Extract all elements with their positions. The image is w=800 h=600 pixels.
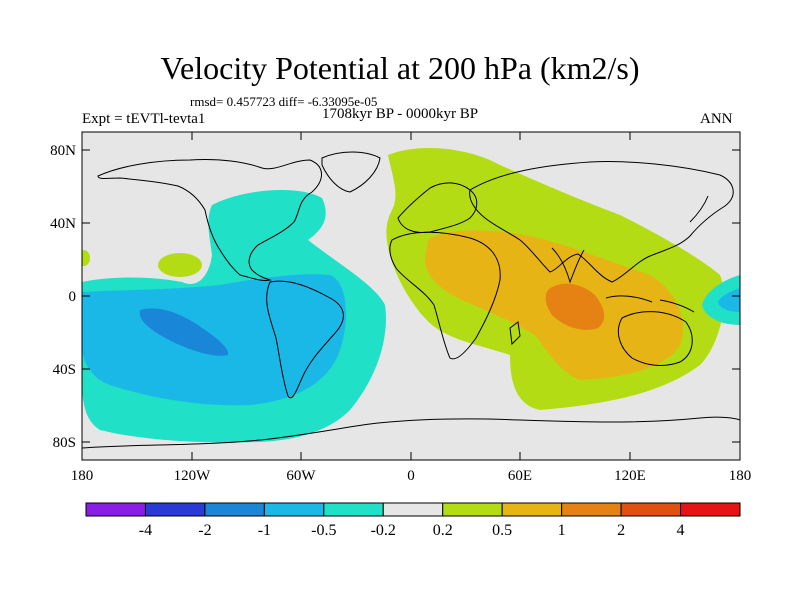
colorbar-swatch <box>620 502 682 517</box>
colorbar-label: 0.2 <box>433 522 453 539</box>
coast-indonesia <box>605 295 695 313</box>
contour-neg-east-core <box>718 288 740 312</box>
contour-pos-edge <box>82 250 90 266</box>
season-label: ANN <box>700 111 733 127</box>
contour-pos-high <box>545 283 605 330</box>
lon-label: 120W <box>174 468 212 484</box>
coast-india <box>551 247 585 284</box>
colorbar-label: 2 <box>617 522 625 539</box>
lon-label: 0 <box>407 468 415 484</box>
coast-australia <box>617 311 693 366</box>
colorbar-label: 0.5 <box>492 522 512 539</box>
experiment-label: Expt = tEVTl-tevta1 <box>82 111 206 127</box>
lon-tick-marks <box>81 132 741 460</box>
coast-asia <box>469 161 734 283</box>
colorbar-swatch <box>501 502 563 517</box>
lon-label: 60E <box>508 468 532 484</box>
colorbar-swatch <box>204 502 265 517</box>
colorbar-swatch <box>680 502 741 517</box>
lat-tick-marks <box>82 149 740 443</box>
lon-labels: 180 120W 60W 0 60E 120E 180 <box>71 468 752 484</box>
map-title: Velocity Potential at 200 hPa (km2/s) <box>160 50 640 86</box>
colorbar-label: -1 <box>258 522 271 539</box>
colorbar-swatch <box>144 502 206 517</box>
coast-north-america <box>97 159 322 281</box>
colorbar-label: -2 <box>198 522 211 539</box>
coast-antarctica <box>82 416 740 449</box>
colorbar-label: -0.5 <box>311 522 336 539</box>
colorbar-label: -0.2 <box>371 522 396 539</box>
lon-label: 180 <box>71 468 94 484</box>
colorbar-swatch <box>323 502 384 517</box>
coast-japan <box>689 195 709 223</box>
colorbar <box>85 502 741 517</box>
contour-field <box>82 147 740 443</box>
colorbar-label: 1 <box>558 522 566 539</box>
contour-pos-pacific <box>158 253 202 277</box>
stats-line: rmsd= 0.457723 diff= -6.33095e-05 <box>190 94 378 109</box>
lat-label: 40N <box>50 216 76 232</box>
coast-south-america <box>266 280 344 399</box>
lat-label: 40S <box>53 362 76 378</box>
lon-label: 120E <box>614 468 646 484</box>
lat-labels: 80N 40N 0 40S 80S <box>50 143 76 451</box>
coast-greenland <box>321 151 381 193</box>
lat-label: 80N <box>50 143 76 159</box>
colorbar-label: 4 <box>677 522 685 539</box>
colorbar-swatch <box>442 502 503 517</box>
lat-label: 0 <box>69 289 77 305</box>
coast-africa <box>389 231 501 360</box>
colorbar-swatch <box>561 502 622 517</box>
colorbar-swatch <box>382 502 444 517</box>
lat-label: 80S <box>53 435 76 451</box>
lon-label: 60W <box>286 468 316 484</box>
contour-neg-high <box>139 308 229 356</box>
coast-madagascar <box>509 321 521 346</box>
colorbar-labels: -4 -2 -1 -0.5 -0.2 0.2 0.5 1 2 4 <box>139 522 685 539</box>
period-label: 1708kyr BP - 0000kyr BP <box>322 106 479 122</box>
colorbar-swatch <box>85 502 146 517</box>
lon-label: 180 <box>729 468 752 484</box>
coastlines <box>82 151 740 449</box>
colorbar-label: -4 <box>139 522 152 539</box>
colorbar-swatch <box>263 502 325 517</box>
